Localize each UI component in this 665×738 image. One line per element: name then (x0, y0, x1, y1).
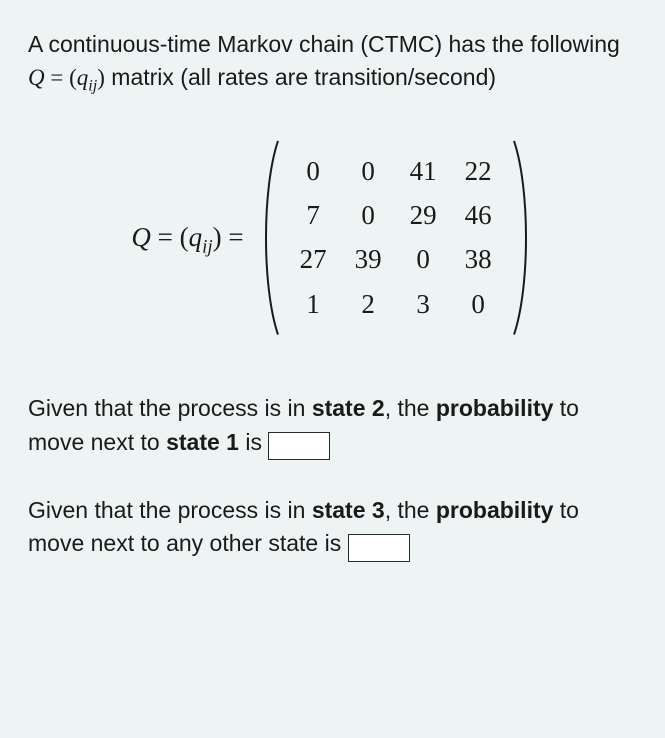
q1-bold-state2: state 2 (312, 395, 385, 421)
matrix-lhs: Q = (qij) = (131, 218, 243, 257)
intro-paren-open: ( (69, 65, 77, 90)
matrix-left-paren (258, 139, 280, 337)
matrix-lhs-eq2: = (222, 222, 244, 252)
intro-eq-sign: = (45, 65, 69, 90)
matrix-lhs-Q: Q (131, 222, 151, 252)
intro-q-symbol: q (77, 65, 89, 90)
q1-text-4: is (239, 429, 268, 455)
q1-bold-probability: probability (436, 395, 554, 421)
matrix-cell: 29 (396, 193, 451, 237)
table-row: 27 39 0 38 (286, 237, 506, 281)
matrix-cell: 38 (451, 237, 506, 281)
matrix-table: 0 0 41 22 7 0 29 46 27 39 0 38 (286, 149, 506, 327)
table-row: 1 2 3 0 (286, 282, 506, 326)
q2-bold-state3: state 3 (312, 497, 385, 523)
question-2: Given that the process is in state 3, th… (28, 494, 637, 562)
matrix-cell: 0 (341, 149, 396, 193)
matrix-lhs-q-sub: ij (202, 236, 213, 257)
matrix-right-paren (512, 139, 534, 337)
intro-Q-symbol: Q (28, 65, 45, 90)
matrix-cell: 2 (341, 282, 396, 326)
page-container: A continuous-time Markov chain (CTMC) ha… (0, 0, 665, 608)
matrix-cell: 41 (396, 149, 451, 193)
question-1: Given that the process is in state 2, th… (28, 392, 637, 460)
q1-text-2: , the (385, 395, 436, 421)
matrix-lhs-paren-close: ) (213, 222, 222, 252)
q2-text-2: , the (385, 497, 436, 523)
q2-answer-input[interactable] (348, 534, 410, 562)
table-row: 0 0 41 22 (286, 149, 506, 193)
matrix-cell: 7 (286, 193, 341, 237)
intro-text-2: matrix (all rates are transition/second) (105, 64, 496, 90)
matrix-cell: 27 (286, 237, 341, 281)
q1-bold-state1: state 1 (166, 429, 239, 455)
matrix-cell: 39 (341, 237, 396, 281)
intro-paren-close: ) (97, 65, 105, 90)
q2-bold-probability: probability (436, 497, 554, 523)
intro-q-subscript: ij (88, 78, 97, 95)
matrix-lhs-paren-open: ( (180, 222, 189, 252)
matrix-cell: 1 (286, 282, 341, 326)
matrix-lhs-q: q (189, 222, 203, 252)
q1-answer-input[interactable] (268, 432, 330, 460)
matrix-cell: 0 (396, 237, 451, 281)
matrix-lhs-eq1: = (151, 222, 180, 252)
intro-text-1: A continuous-time Markov chain (CTMC) ha… (28, 31, 620, 57)
q2-text-1: Given that the process is in (28, 497, 312, 523)
matrix-equation: Q = (qij) = 0 0 41 22 7 0 29 46 (28, 139, 637, 337)
matrix-cell: 0 (451, 282, 506, 326)
matrix-body: 0 0 41 22 7 0 29 46 27 39 0 38 (258, 139, 534, 337)
matrix-cell: 46 (451, 193, 506, 237)
q1-text-1: Given that the process is in (28, 395, 312, 421)
intro-paragraph: A continuous-time Markov chain (CTMC) ha… (28, 28, 637, 95)
matrix-cell: 0 (341, 193, 396, 237)
matrix-cell: 22 (451, 149, 506, 193)
matrix-cell: 3 (396, 282, 451, 326)
matrix-cell: 0 (286, 149, 341, 193)
table-row: 7 0 29 46 (286, 193, 506, 237)
